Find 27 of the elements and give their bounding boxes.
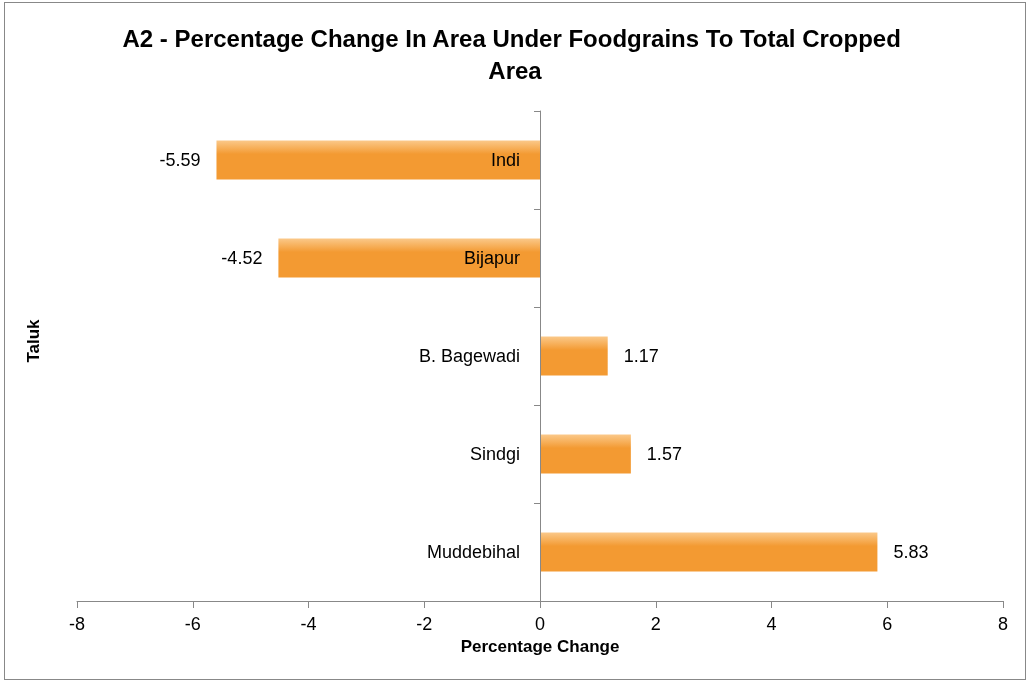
- y-axis-title: Taluk: [24, 318, 43, 363]
- chart-title: A2 - Percentage Change In Area Under Foodgrains To Total Cropped Area: [122, 24, 908, 84]
- y-tick-label: Bijapur: [463, 248, 520, 268]
- bar: [216, 140, 540, 180]
- x-tick-label: 0: [534, 614, 546, 634]
- x-axis-title: Percentage Change: [460, 636, 620, 656]
- y-tick-label: Sindgi: [469, 444, 520, 464]
- bar: [540, 434, 631, 474]
- x-tick-label: -4: [300, 614, 317, 634]
- data-label: 1.17: [623, 346, 659, 366]
- bar: [540, 336, 608, 376]
- bar: [278, 238, 540, 278]
- x-tick-label: 6: [882, 614, 893, 634]
- data-label: 5.83: [893, 542, 929, 562]
- x-tick-label: 2: [650, 614, 661, 634]
- y-tick-label: Muddebihal: [426, 542, 520, 562]
- x-tick-label: 8: [997, 614, 1009, 634]
- bar: [540, 532, 878, 572]
- x-tick-label: -8: [68, 614, 86, 634]
- data-label: -4.52: [221, 248, 263, 268]
- y-tick-label: B. Bagewadi: [418, 346, 520, 366]
- data-label: 1.57: [646, 444, 682, 464]
- x-tick-label: 4: [766, 614, 777, 634]
- y-tick-label: Indi: [490, 150, 520, 170]
- x-tick-label: -2: [416, 614, 433, 634]
- x-tick-label: -6: [184, 614, 201, 634]
- data-label: -5.59: [159, 150, 201, 170]
